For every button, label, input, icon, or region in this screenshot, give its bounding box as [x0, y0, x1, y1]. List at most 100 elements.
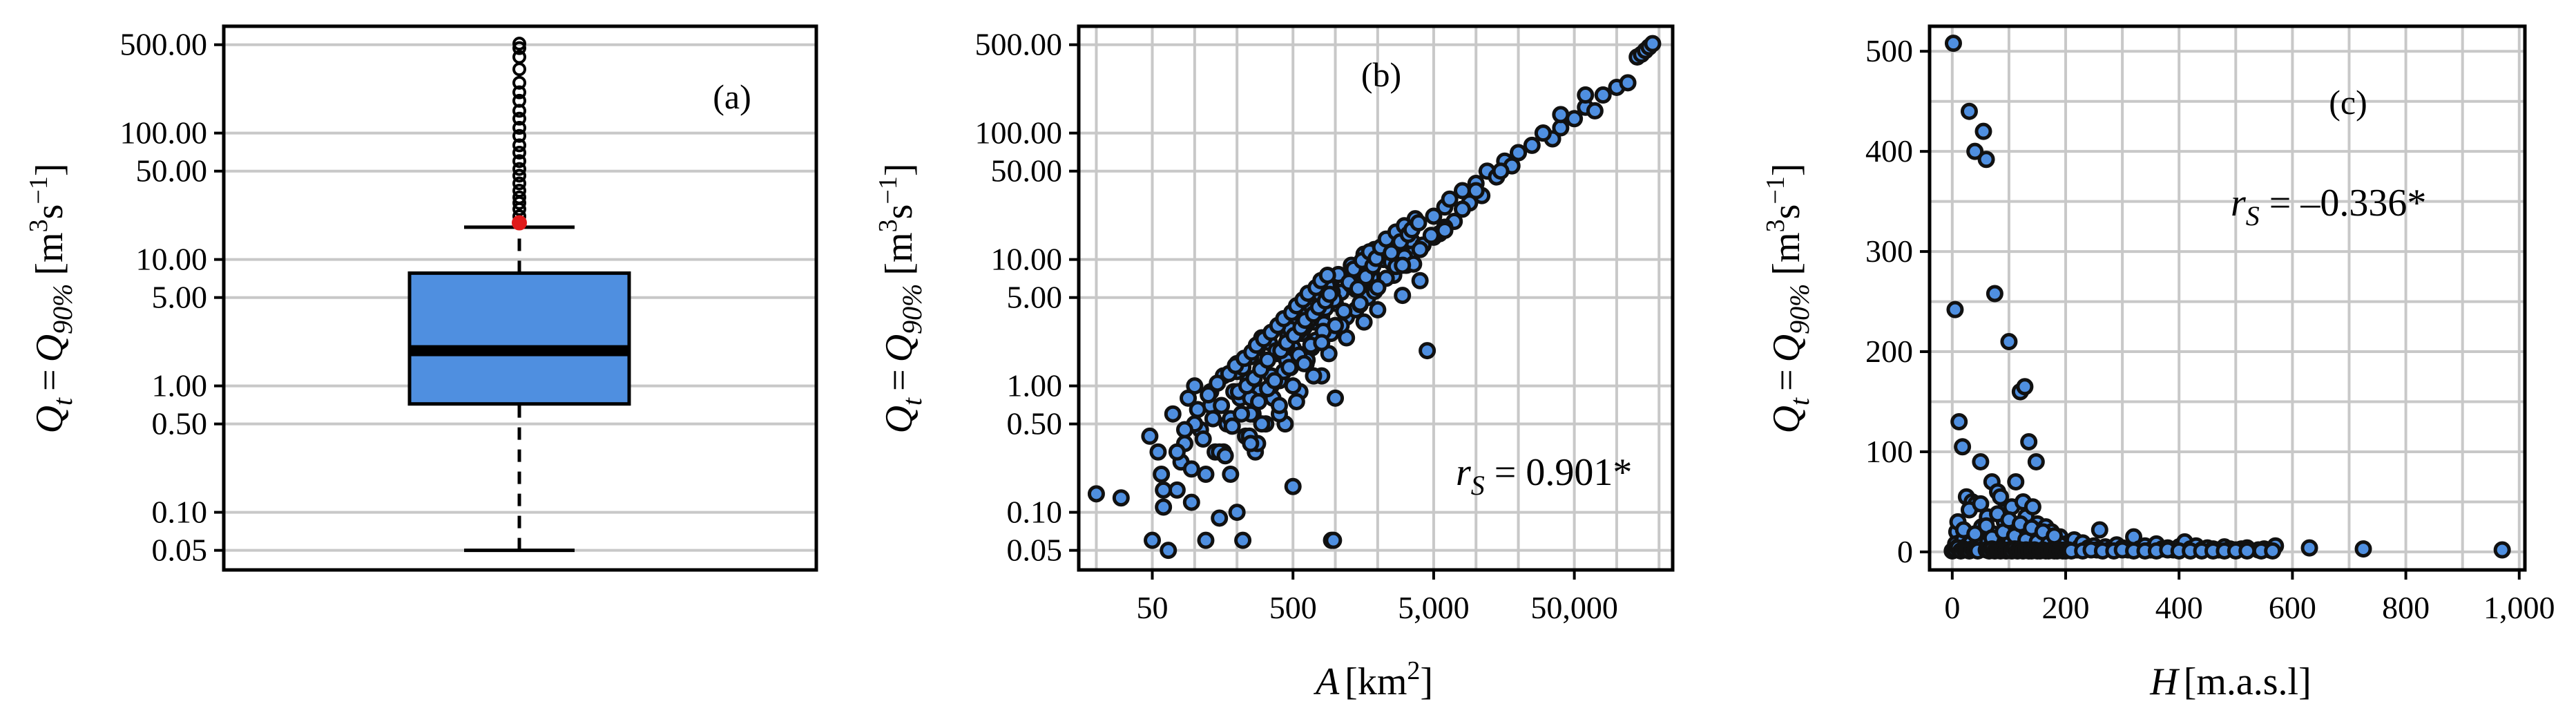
data-point	[1425, 207, 1443, 225]
y-tick-label: 5.00	[1007, 280, 1063, 315]
data-point	[1153, 465, 1171, 483]
panel-b-correlation-annotation: rS = 0.901*	[1456, 451, 1632, 501]
data-point	[1325, 531, 1343, 549]
y-tick-label: 500	[1865, 33, 1913, 68]
x-tick-label: 600	[2269, 590, 2316, 625]
data-point	[1411, 240, 1429, 258]
data-point	[1644, 35, 1662, 53]
data-point	[1233, 405, 1251, 423]
outlier-point	[512, 154, 526, 169]
data-point	[1960, 102, 1978, 120]
data-point	[1974, 122, 1992, 140]
data-point	[1197, 531, 1215, 549]
data-point	[2046, 527, 2064, 545]
data-point	[1369, 278, 1387, 296]
data-point	[1186, 377, 1204, 395]
data-point	[1986, 285, 2003, 303]
data-point	[2090, 521, 2108, 539]
panel-c-x-ticks: 0 200 400 600 800 1,000	[1944, 570, 2555, 625]
outlier-point	[512, 128, 526, 143]
data-point	[1266, 372, 1284, 390]
y-tick-label: 0.05	[152, 533, 208, 568]
data-point	[1194, 430, 1212, 448]
data-point	[1168, 443, 1186, 461]
data-point	[2264, 542, 2282, 560]
outlier-point	[512, 190, 526, 204]
data-point	[1280, 359, 1298, 376]
y-tick-label: 0.50	[152, 406, 208, 441]
data-point	[1552, 106, 1570, 124]
data-point	[1228, 504, 1246, 522]
data-point	[1383, 244, 1401, 262]
x-tick-label: 800	[2382, 590, 2430, 625]
data-point	[2027, 452, 2045, 470]
data-point	[2007, 473, 2025, 490]
y-tick-label: 500.00	[120, 27, 208, 62]
data-point	[1966, 142, 1984, 160]
panel-c-label: (c)	[2329, 83, 2367, 122]
y-tick-label: 0.05	[1007, 533, 1063, 568]
y-tick-label: 50.00	[136, 153, 208, 189]
x-tick-label: 1,000	[2483, 590, 2555, 625]
panel-a-box-elements	[407, 225, 631, 553]
panel-c-y-axis-label: Qt=Q90%[m3s−1]	[1761, 163, 1815, 433]
y-tick-label: 1.00	[152, 368, 208, 403]
y-tick-label: 1.00	[1007, 368, 1063, 403]
panel-c-correlation-annotation: rS = –0.336*	[2231, 182, 2426, 231]
data-point	[1213, 397, 1231, 414]
outlier-point	[512, 176, 526, 191]
data-point	[1305, 367, 1323, 385]
data-point	[1284, 477, 1302, 495]
data-point	[1160, 542, 1178, 560]
outlier-point	[512, 93, 526, 108]
panel-c-x-axis-label: H [m.a.s.l]	[2149, 660, 2311, 703]
panel-a-outliers	[512, 37, 527, 231]
data-point	[1318, 266, 1336, 284]
data-point	[1467, 182, 1485, 200]
data-point	[2238, 542, 2256, 560]
data-point	[1566, 110, 1584, 128]
outlier-point	[512, 85, 526, 99]
data-point	[1351, 294, 1369, 312]
y-tick-label: 500.00	[975, 27, 1063, 62]
data-point	[2020, 432, 2038, 450]
data-point	[1411, 271, 1429, 289]
outlier-point	[512, 41, 526, 55]
outlier-point	[512, 162, 526, 176]
data-point	[1211, 509, 1229, 527]
outlier-point	[512, 145, 526, 160]
panel-a-y-axis-label: Qt=Q90%[m3s−1]	[24, 163, 78, 433]
y-tick-label: 50.00	[991, 153, 1063, 189]
data-point	[1144, 531, 1162, 549]
x-tick-label: 5,000	[1398, 590, 1470, 625]
panel-c-y-ticks: 0 100 200 300 400 500	[1865, 33, 1930, 569]
data-point	[1164, 405, 1182, 423]
data-point	[1155, 481, 1173, 499]
panel-c-frame	[1928, 24, 2527, 572]
outlier-point	[512, 111, 526, 126]
data-point	[1972, 495, 1990, 513]
data-point	[1355, 313, 1373, 331]
data-point	[1182, 460, 1200, 478]
data-point	[1287, 392, 1305, 410]
x-tick-label: 50,000	[1530, 590, 1618, 625]
y-tick-label: 100.00	[975, 115, 1063, 151]
data-point	[1369, 301, 1387, 318]
outlier-point	[512, 75, 526, 90]
data-point	[1954, 438, 1972, 456]
outlier-point	[512, 169, 526, 183]
data-point	[1197, 465, 1215, 483]
data-point	[1619, 74, 1637, 92]
data-point	[1258, 351, 1276, 369]
x-tick-label: 50	[1137, 590, 1169, 625]
y-tick-label: 400	[1865, 133, 1913, 169]
data-point	[1594, 86, 1612, 104]
data-point	[1419, 342, 1436, 360]
data-point	[1327, 389, 1345, 407]
outlier-point	[512, 50, 526, 64]
data-point	[1087, 485, 1105, 503]
